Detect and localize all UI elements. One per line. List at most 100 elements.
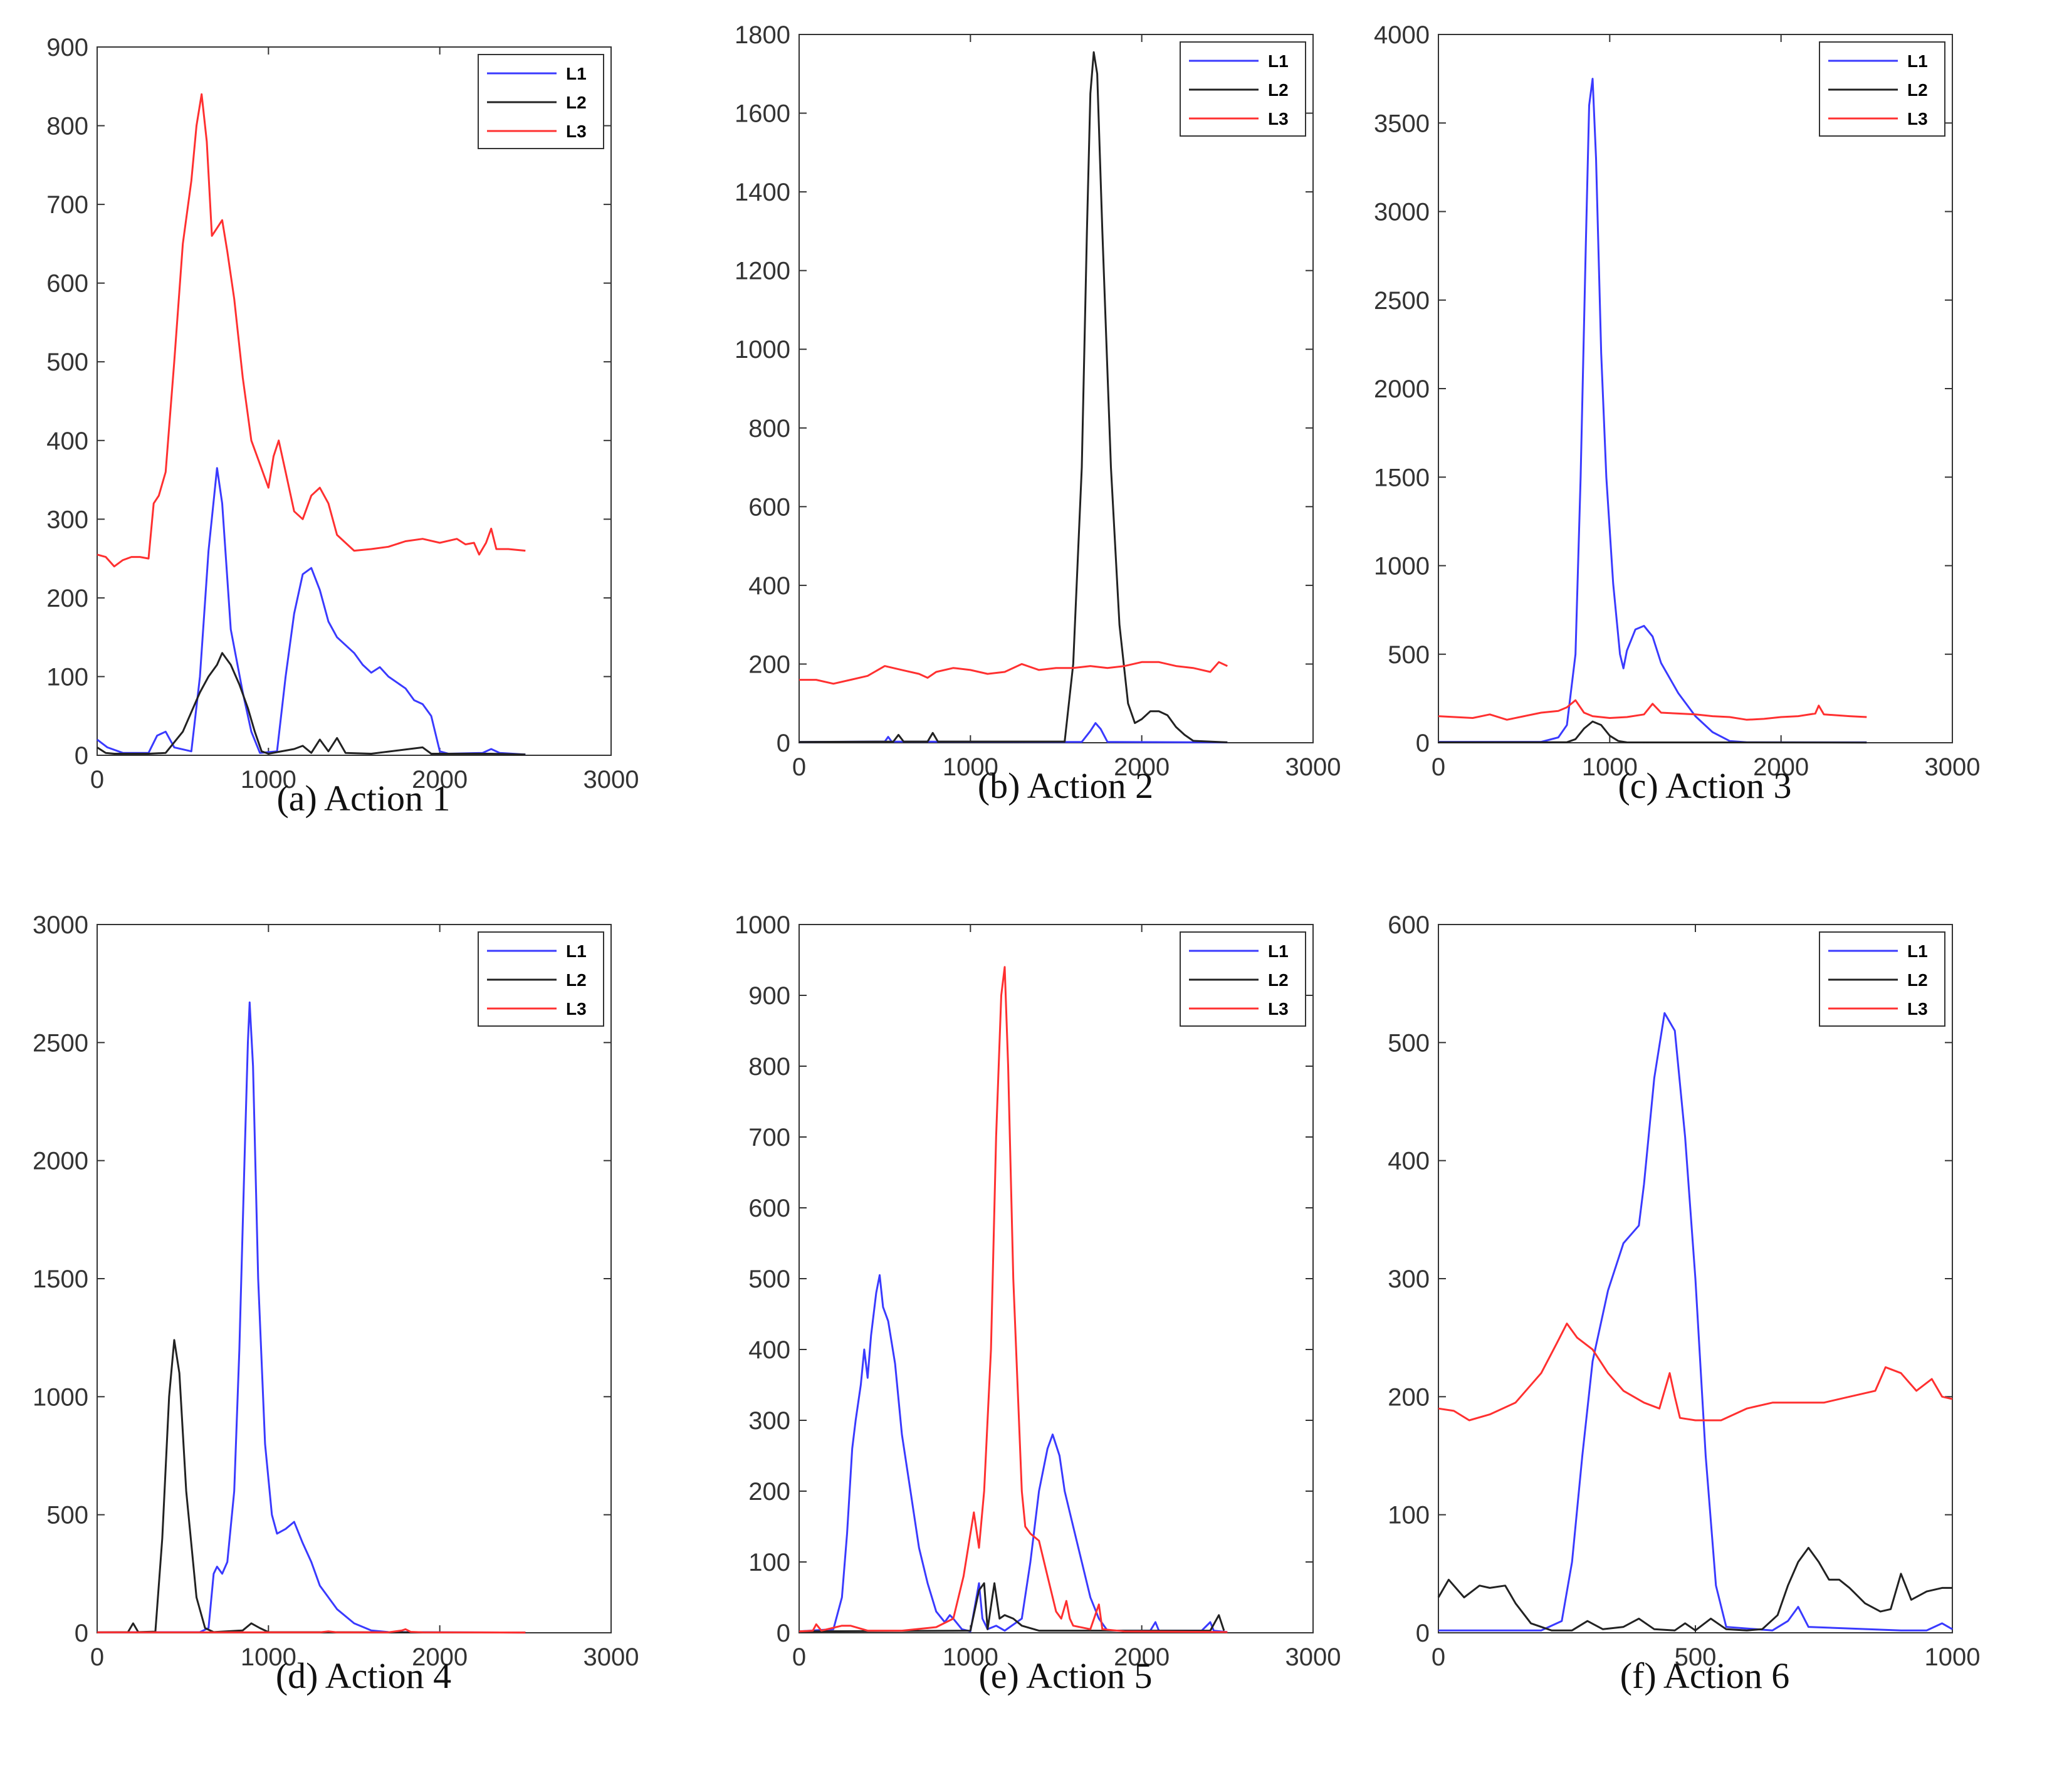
series-line-l3 bbox=[798, 966, 1228, 1633]
chart-panel-action-3: 0 500 1000 1500 2000 2500 3000 3500 4000 0 1000 200… bbox=[1366, 13, 2043, 878]
y-tick-label: 1600 bbox=[735, 100, 790, 128]
legend-label-l3: L3 bbox=[1268, 999, 1289, 1019]
y-tick-label: 1000 bbox=[735, 336, 790, 364]
y-tick-label: 100 bbox=[748, 1549, 790, 1576]
y-tick-label: 400 bbox=[748, 1336, 790, 1364]
series-line-l3 bbox=[1438, 699, 1867, 721]
legend-label-l1: L1 bbox=[1907, 51, 1928, 71]
chart-caption: (d) Action 4 bbox=[275, 1655, 452, 1696]
series-line-l3 bbox=[97, 1628, 526, 1634]
series-line-l1 bbox=[97, 467, 526, 756]
chart-panel-action-2: 0 200 400 600 800 1000 1200 1400 1600 1800 0 1000 20… bbox=[727, 13, 1404, 878]
y-tick-label: 600 bbox=[1388, 911, 1430, 939]
series-line-l3 bbox=[799, 661, 1228, 685]
y-tick-label: 2500 bbox=[1374, 287, 1430, 315]
y-tick-label: 800 bbox=[748, 415, 790, 443]
y-tick-label: 200 bbox=[1388, 1383, 1430, 1411]
legend-label-l2: L2 bbox=[1907, 80, 1928, 100]
y-tick-label: 200 bbox=[748, 651, 790, 678]
y-tick-label: 200 bbox=[46, 585, 88, 612]
legend-label-l2: L2 bbox=[566, 970, 587, 990]
y-tick-label: 500 bbox=[46, 348, 88, 376]
y-tick-label: 600 bbox=[46, 270, 88, 298]
y-tick-label: 400 bbox=[748, 572, 790, 600]
y-tick-label: 500 bbox=[46, 1502, 88, 1529]
chart-caption: (e) Action 5 bbox=[978, 1655, 1153, 1696]
x-tick-label: 0 bbox=[1432, 753, 1445, 781]
y-tick-label: 2500 bbox=[33, 1029, 88, 1057]
chart-panel-action-4: 0 500 1000 1500 2000 2500 3000 0 1000 2000 3000 L1 L… bbox=[25, 903, 702, 1768]
y-tick-label: 900 bbox=[748, 982, 790, 1010]
x-tick-label: 2000 bbox=[1114, 753, 1170, 781]
chart-svg: 0 500 1000 1500 2000 2500 3000 0 1000 2000 3000 L1 L… bbox=[33, 911, 639, 1671]
x-tick-label: 0 bbox=[792, 1643, 806, 1671]
series-line-l3 bbox=[1438, 1323, 1953, 1422]
x-tick-label: 3000 bbox=[1925, 753, 1981, 781]
legend-label-l1: L1 bbox=[566, 941, 587, 961]
y-tick-label: 3000 bbox=[1374, 199, 1430, 226]
x-tick-label: 1000 bbox=[1582, 753, 1638, 781]
chart-svg: 0 100 200 300 400 500 600 700 800 900 1000 0 1000 200… bbox=[735, 911, 1341, 1671]
y-tick-label: 1400 bbox=[735, 179, 790, 206]
chart-caption: (c) Action 3 bbox=[1618, 765, 1792, 806]
chart-panel-action-6: 0 100 200 300 400 500 600 0 500 1000 L1 L2 L3 (f) Ac… bbox=[1366, 903, 2043, 1768]
x-tick-label: 3000 bbox=[1285, 753, 1341, 781]
x-tick-label: 1000 bbox=[943, 1643, 998, 1671]
y-tick-label: 200 bbox=[748, 1478, 790, 1506]
y-tick-label: 3000 bbox=[33, 911, 88, 939]
y-tick-label: 300 bbox=[748, 1407, 790, 1435]
y-tick-label: 700 bbox=[748, 1124, 790, 1151]
series-line-l2 bbox=[1438, 720, 1867, 744]
y-tick-label: 400 bbox=[46, 427, 88, 455]
series-line-l2 bbox=[1437, 1546, 1952, 1632]
x-tick-label: 0 bbox=[1432, 1643, 1445, 1671]
x-tick-label: 0 bbox=[90, 766, 104, 794]
chart-panel-action-1: 0 100 200 300 400 500 600 700 800 900 0 1000 2000 300… bbox=[25, 25, 702, 890]
chart-svg: 0 200 400 600 800 1000 1200 1400 1600 1800 0 1000 20… bbox=[735, 21, 1341, 781]
y-tick-label: 2000 bbox=[1374, 375, 1430, 403]
chart-svg: 0 100 200 300 400 500 600 700 800 900 0 1000 2000 300… bbox=[46, 34, 639, 794]
y-tick-label: 700 bbox=[46, 191, 88, 219]
legend-label-l1: L1 bbox=[566, 64, 587, 83]
x-tick-label: 2000 bbox=[412, 1643, 468, 1671]
series-line-l2 bbox=[97, 1339, 526, 1634]
y-tick-label: 1500 bbox=[1374, 464, 1430, 491]
y-tick-label: 1200 bbox=[735, 258, 790, 285]
y-tick-label: 0 bbox=[777, 1620, 790, 1647]
y-tick-label: 100 bbox=[1388, 1502, 1430, 1529]
x-tick-label: 2000 bbox=[1753, 753, 1809, 781]
y-tick-label: 0 bbox=[1416, 730, 1430, 757]
y-tick-label: 300 bbox=[1388, 1265, 1430, 1293]
legend-label-l1: L1 bbox=[1907, 941, 1928, 961]
x-tick-label: 1000 bbox=[943, 753, 998, 781]
x-tick-label: 3000 bbox=[584, 766, 639, 794]
legend-label-l3: L3 bbox=[1268, 109, 1289, 128]
y-tick-label: 1000 bbox=[1374, 553, 1430, 580]
y-tick-label: 0 bbox=[75, 742, 88, 770]
y-tick-label: 600 bbox=[748, 493, 790, 521]
y-tick-label: 0 bbox=[777, 730, 790, 757]
x-tick-label: 1000 bbox=[1925, 1643, 1981, 1671]
legend-label-l3: L3 bbox=[1907, 999, 1928, 1019]
legend-label-l2: L2 bbox=[566, 93, 587, 112]
x-tick-label: 0 bbox=[792, 753, 806, 781]
legend-label-l3: L3 bbox=[1907, 109, 1928, 128]
legend-label-l3: L3 bbox=[566, 999, 587, 1019]
plot-area-frame bbox=[97, 46, 612, 756]
y-tick-label: 0 bbox=[1416, 1620, 1430, 1647]
x-tick-label: 500 bbox=[1675, 1643, 1717, 1671]
plot-area-frame bbox=[97, 924, 612, 1633]
x-tick-label: 1000 bbox=[241, 766, 296, 794]
x-tick-label: 0 bbox=[90, 1643, 104, 1671]
series-line-l1 bbox=[97, 1001, 526, 1634]
x-tick-label: 3000 bbox=[584, 1643, 639, 1671]
series-line-l1 bbox=[1438, 1012, 1953, 1632]
series-line-l2 bbox=[97, 652, 526, 756]
plot-area-frame bbox=[1438, 34, 1953, 743]
y-tick-label: 600 bbox=[748, 1195, 790, 1222]
chart-svg: 0 100 200 300 400 500 600 0 500 1000 L1 L2 L3 bbox=[1388, 911, 1980, 1671]
legend-label-l2: L2 bbox=[1268, 970, 1289, 990]
chart-panel-action-5: 0 100 200 300 400 500 600 700 800 900 1000 0 1000 200… bbox=[727, 903, 1404, 1768]
chart-svg: 0 500 1000 1500 2000 2500 3000 3500 4000 0 1000 200… bbox=[1374, 21, 1980, 781]
plot-area-frame bbox=[798, 924, 1314, 1633]
